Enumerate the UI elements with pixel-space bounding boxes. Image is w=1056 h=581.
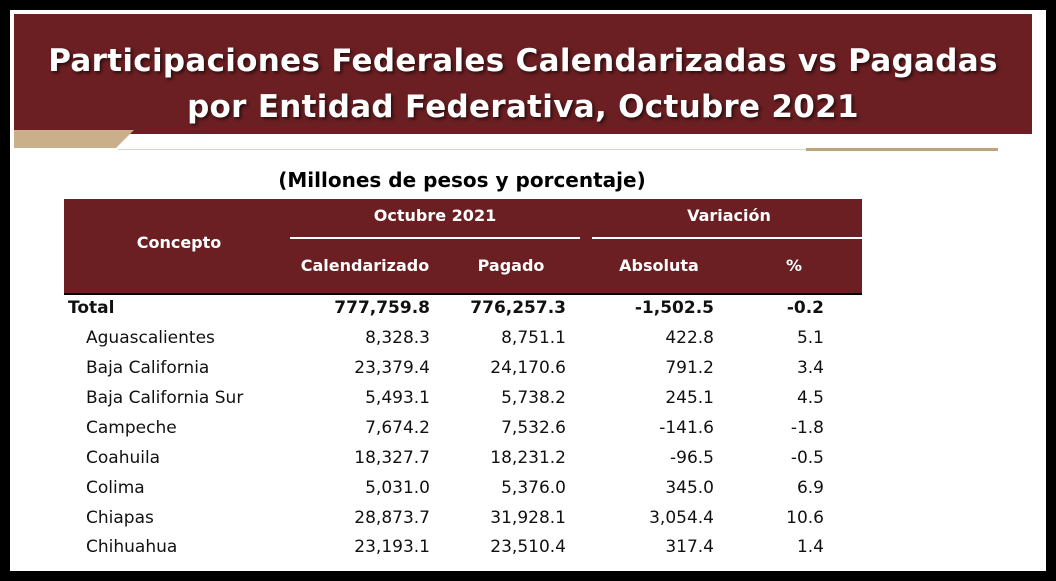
header-concepto: Concepto bbox=[136, 233, 222, 252]
header-divider-variation bbox=[592, 237, 862, 239]
cell-pagado: 31,928.1 bbox=[490, 508, 566, 528]
cell-percent: 3.4 bbox=[796, 358, 824, 378]
cell-percent: 1.4 bbox=[796, 537, 824, 557]
total-divider bbox=[64, 293, 862, 295]
cell-absoluta: 422.8 bbox=[665, 328, 714, 348]
cell-absoluta: 791.2 bbox=[665, 358, 714, 378]
cell-absoluta: -141.6 bbox=[659, 418, 714, 438]
table-row: Colima 5,031.0 5,376.0 345.0 6.9 bbox=[64, 474, 862, 504]
page-title: Participaciones Federales Calendarizadas… bbox=[14, 38, 1032, 130]
divider bbox=[118, 149, 998, 150]
cell-percent: 4.5 bbox=[796, 388, 824, 408]
cell-pagado: 5,376.0 bbox=[501, 478, 566, 498]
cell-calendarizado: 23,193.1 bbox=[354, 537, 430, 557]
header-absoluta: Absoluta bbox=[619, 256, 699, 275]
table-header: Concepto Octubre 2021 Variación Calendar… bbox=[64, 199, 862, 293]
cell-percent: -0.2 bbox=[786, 298, 824, 318]
cell-absoluta: -96.5 bbox=[670, 448, 714, 468]
table-row: Chiapas 28,873.7 31,928.1 3,054.4 10.6 bbox=[64, 504, 862, 534]
cell-absoluta: 317.4 bbox=[665, 537, 714, 557]
cell-calendarizado: 7,674.2 bbox=[365, 418, 430, 438]
cell-percent: -0.5 bbox=[790, 448, 824, 468]
table-subtitle: (Millones de pesos y porcentaje) bbox=[278, 168, 646, 192]
cell-percent: -1.8 bbox=[790, 418, 824, 438]
cell-pagado: 7,532.6 bbox=[501, 418, 566, 438]
header-variacion: Variación bbox=[687, 206, 771, 225]
cell-calendarizado: 28,873.7 bbox=[354, 508, 430, 528]
cell-concepto: Chiapas bbox=[86, 508, 154, 528]
table-row: Chihuahua 23,193.1 23,510.4 317.4 1.4 bbox=[64, 533, 862, 563]
cell-concepto: Total bbox=[68, 298, 115, 318]
cell-calendarizado: 18,327.7 bbox=[354, 448, 430, 468]
cell-percent: 10.6 bbox=[786, 508, 824, 528]
cell-calendarizado: 777,759.8 bbox=[334, 298, 430, 318]
header-octubre-2021: Octubre 2021 bbox=[373, 206, 497, 225]
decorative-stripe bbox=[14, 130, 134, 148]
cell-pagado: 8,751.1 bbox=[501, 328, 566, 348]
header-pagado: Pagado bbox=[477, 256, 545, 275]
cell-concepto: Coahuila bbox=[86, 448, 161, 468]
cell-concepto: Aguascalientes bbox=[86, 328, 215, 348]
cell-percent: 6.9 bbox=[796, 478, 824, 498]
table-row-total: Total 777,759.8 776,257.3 -1,502.5 -0.2 bbox=[64, 294, 862, 324]
title-line-1: Participaciones Federales Calendarizadas… bbox=[48, 43, 998, 79]
table-row: Campeche 7,674.2 7,532.6 -141.6 -1.8 bbox=[64, 414, 862, 444]
header-divider-period bbox=[290, 237, 580, 239]
slide: Participaciones Federales Calendarizadas… bbox=[10, 10, 1046, 571]
cell-absoluta: -1,502.5 bbox=[634, 298, 714, 318]
cell-concepto: Chihuahua bbox=[86, 537, 178, 557]
cell-pagado: 776,257.3 bbox=[470, 298, 566, 318]
table-row: Coahuila 18,327.7 18,231.2 -96.5 -0.5 bbox=[64, 444, 862, 474]
cell-pagado: 5,738.2 bbox=[501, 388, 566, 408]
table-row: Baja California Sur 5,493.1 5,738.2 245.… bbox=[64, 384, 862, 414]
cell-absoluta: 245.1 bbox=[665, 388, 714, 408]
cell-absoluta: 3,054.4 bbox=[649, 508, 714, 528]
cell-concepto: Campeche bbox=[86, 418, 177, 438]
cell-concepto: Baja California bbox=[86, 358, 210, 378]
cell-pagado: 18,231.2 bbox=[490, 448, 566, 468]
cell-calendarizado: 5,031.0 bbox=[365, 478, 430, 498]
cell-pagado: 24,170.6 bbox=[490, 358, 566, 378]
cell-calendarizado: 23,379.4 bbox=[354, 358, 430, 378]
cell-concepto: Colima bbox=[86, 478, 145, 498]
header-calendarizado: Calendarizado bbox=[300, 256, 430, 275]
cell-absoluta: 345.0 bbox=[665, 478, 714, 498]
title-banner: Participaciones Federales Calendarizadas… bbox=[14, 14, 1032, 134]
header-percent: % bbox=[785, 256, 803, 275]
table-row: Aguascalientes 8,328.3 8,751.1 422.8 5.1 bbox=[64, 324, 862, 354]
cell-concepto: Baja California Sur bbox=[86, 388, 244, 408]
cell-percent: 5.1 bbox=[796, 328, 824, 348]
accent-divider bbox=[806, 148, 998, 151]
cell-calendarizado: 5,493.1 bbox=[365, 388, 430, 408]
title-line-2: por Entidad Federativa, Octubre 2021 bbox=[187, 89, 859, 125]
cell-pagado: 23,510.4 bbox=[490, 537, 566, 557]
table-row: Baja California 23,379.4 24,170.6 791.2 … bbox=[64, 354, 862, 384]
cell-calendarizado: 8,328.3 bbox=[365, 328, 430, 348]
